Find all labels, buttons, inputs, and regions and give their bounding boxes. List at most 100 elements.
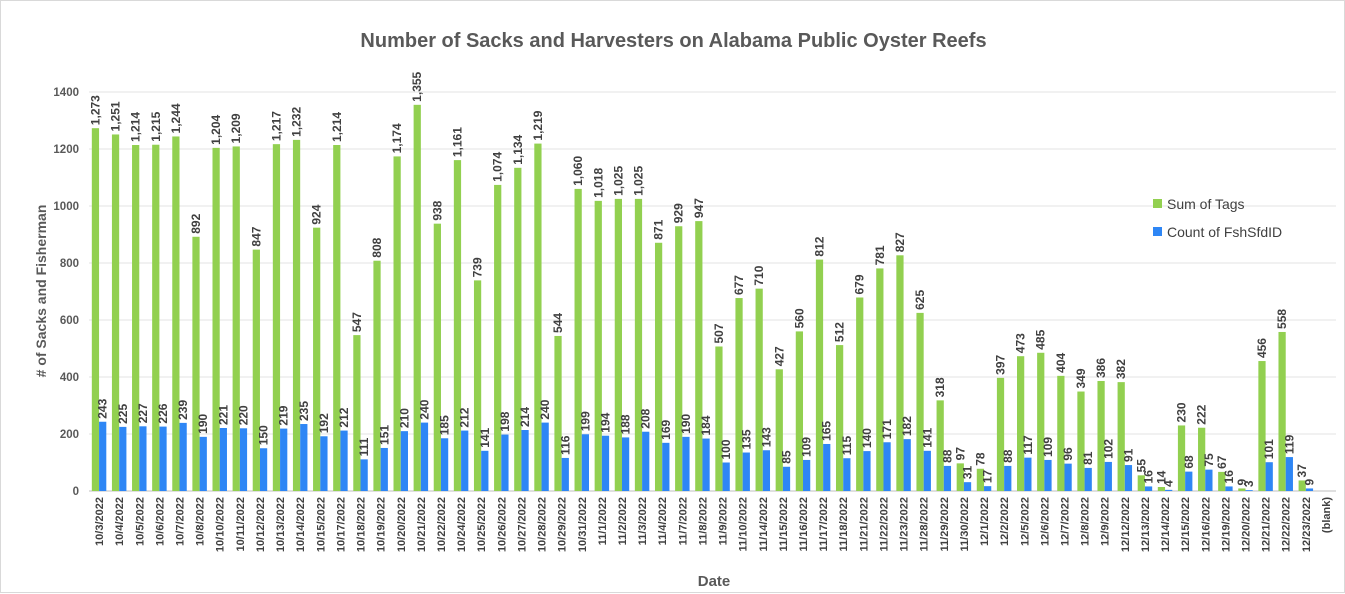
y-tick-label: 1200 — [53, 144, 79, 156]
bar-sum-of-tags — [936, 400, 944, 491]
bar-sum-of-tags — [393, 156, 401, 491]
bar-count-of-fshsfdid — [1205, 469, 1213, 492]
x-tick-label: 11/28/2022 — [919, 497, 931, 551]
data-label: 198 — [498, 411, 512, 431]
data-label: 812 — [813, 236, 827, 256]
x-tick-label: 10/20/2022 — [396, 497, 408, 552]
data-label: 1,018 — [591, 168, 605, 198]
bar-sum-of-tags — [1238, 488, 1246, 491]
bar-sum-of-tags — [856, 297, 864, 491]
data-label: 143 — [759, 427, 773, 447]
data-label: 1,214 — [129, 112, 143, 142]
legend-item-count-of-fshsfdid: Count of FshSfdID — [1153, 224, 1282, 240]
data-label: 404 — [1054, 353, 1068, 373]
x-tick-label: 10/10/2022 — [215, 497, 227, 552]
bar-sum-of-tags — [1157, 487, 1166, 491]
bar-count-of-fshsfdid — [1084, 467, 1092, 491]
x-tick-label: 10/24/2022 — [456, 497, 468, 552]
bar-count-of-fshsfdid — [1044, 459, 1052, 491]
data-label: 929 — [672, 203, 686, 223]
x-tick-label: 10/31/2022 — [577, 497, 589, 552]
data-label: 456 — [1255, 338, 1269, 358]
bars — [91, 104, 1314, 492]
data-label: 116 — [558, 435, 572, 455]
x-tick-label: 11/30/2022 — [959, 497, 971, 551]
bar-count-of-fshsfdid — [300, 424, 308, 491]
x-tick-label: 11/2/2022 — [617, 497, 629, 545]
data-label: 37 — [1295, 464, 1309, 478]
x-tick-label: 10/12/2022 — [255, 497, 267, 552]
bar-count-of-fshsfdid — [642, 431, 650, 491]
x-axis-title: Date — [698, 573, 731, 590]
bar-sum-of-tags — [1037, 352, 1045, 491]
bar-sum-of-tags — [292, 139, 301, 491]
data-label: 190 — [679, 414, 693, 434]
data-label: 91 — [1121, 448, 1135, 462]
data-label: 827 — [893, 232, 907, 252]
bar-sum-of-tags — [534, 143, 542, 491]
data-label: 182 — [900, 416, 914, 436]
y-tick-label: 1400 — [53, 87, 79, 99]
bar-sum-of-tags — [433, 223, 441, 492]
data-label: 871 — [652, 219, 666, 239]
x-tick-label: 11/8/2022 — [697, 497, 709, 545]
data-label: 677 — [732, 275, 746, 295]
bar-sum-of-tags — [494, 184, 502, 491]
x-tick-label: 10/18/2022 — [356, 497, 368, 552]
bar-sum-of-tags — [272, 144, 281, 491]
x-tick-label: 10/14/2022 — [295, 497, 307, 552]
x-tick-label: 12/15/2022 — [1180, 497, 1192, 552]
data-label: 119 — [1282, 434, 1296, 454]
bar-sum-of-tags — [1017, 356, 1025, 491]
data-label: 1,214 — [330, 112, 344, 142]
y-tick-label: 0 — [73, 486, 79, 498]
x-tick-label: 11/18/2022 — [838, 497, 850, 551]
x-tick-label: 12/7/2022 — [1059, 497, 1071, 546]
bar-sum-of-tags — [695, 221, 703, 492]
bar-count-of-fshsfdid — [139, 426, 147, 491]
bar-count-of-fshsfdid — [280, 428, 288, 491]
data-label: 892 — [189, 213, 203, 233]
bar-count-of-fshsfdid — [1024, 457, 1032, 491]
data-label: 185 — [438, 415, 452, 435]
bar-sum-of-tags — [91, 128, 100, 491]
bar-sum-of-tags — [232, 146, 240, 491]
data-label: 240 — [538, 399, 552, 419]
y-axis-ticks: 0 200 400 600 800 1000 1200 1400 — [53, 87, 79, 498]
x-tick-label: 10/27/2022 — [516, 497, 528, 552]
bar-sum-of-tags — [1137, 475, 1145, 491]
x-tick-label: 10/26/2022 — [496, 497, 508, 552]
bar-count-of-fshsfdid — [199, 436, 207, 491]
legend-swatch-count-of-fshsfdid — [1153, 227, 1162, 236]
data-label: 386 — [1094, 358, 1108, 378]
x-tick-label: 12/5/2022 — [1019, 497, 1031, 546]
y-axis-title: # of Sacks and Fisherman — [33, 205, 49, 378]
x-tick-label: 12/16/2022 — [1200, 497, 1212, 552]
data-label: 9 — [1302, 478, 1316, 485]
bar-count-of-fshsfdid — [662, 442, 670, 491]
bar-sum-of-tags — [192, 236, 200, 491]
data-label: 221 — [216, 405, 230, 425]
bar-sum-of-tags — [1278, 331, 1286, 491]
bar-count-of-fshsfdid — [541, 422, 549, 491]
data-label: 169 — [659, 419, 673, 439]
bar-sum-of-tags — [333, 145, 341, 491]
bar-count-of-fshsfdid — [963, 482, 972, 491]
data-label: 227 — [136, 403, 150, 423]
bar-sum-of-tags — [1077, 391, 1085, 491]
data-label: 924 — [310, 204, 324, 224]
data-label: 68 — [1182, 455, 1196, 469]
data-label: 135 — [739, 429, 753, 449]
x-tick-label: 12/1/2022 — [979, 497, 991, 546]
bar-count-of-fshsfdid — [843, 458, 851, 491]
bar-count-of-fshsfdid — [521, 430, 529, 491]
x-tick-label: 11/15/2022 — [778, 497, 790, 551]
bar-count-of-fshsfdid — [561, 457, 569, 491]
x-tick-label: 12/12/2022 — [1120, 497, 1132, 552]
x-axis-ticks: 10/3/2022 10/4/2022 10/5/2022 10/6/2022 10/7… — [94, 497, 1333, 552]
bar-count-of-fshsfdid — [119, 426, 127, 492]
bar-count-of-fshsfdid — [601, 435, 610, 491]
x-tick-label: 10/4/2022 — [114, 497, 126, 546]
bar-count-of-fshsfdid — [340, 430, 348, 491]
